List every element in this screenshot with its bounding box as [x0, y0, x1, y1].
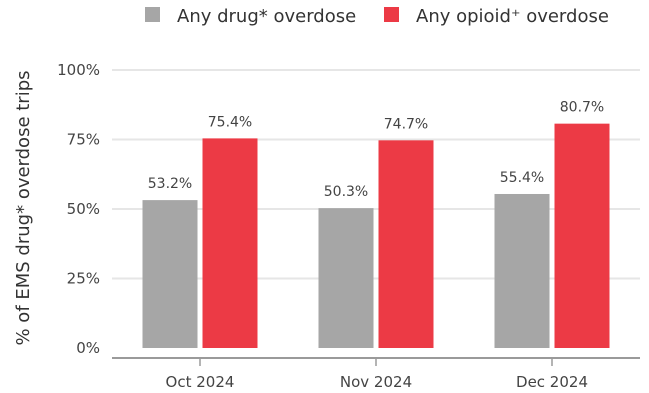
y-axis-ticks: 0% 25% 50% 75% 100% — [57, 61, 100, 357]
legend: Any drug* overdose Any opioid⁺ overdose — [145, 6, 609, 27]
y-axis-label: % of EMS drug* overdose trips — [13, 70, 34, 345]
legend-label: Any drug* overdose — [177, 6, 356, 27]
y-tick-label: 0% — [76, 339, 100, 357]
legend-swatch — [384, 7, 399, 22]
x-tick-label: Oct 2024 — [166, 373, 235, 391]
y-tick-label: 50% — [67, 200, 100, 218]
x-tick-label: Dec 2024 — [516, 373, 588, 391]
bar-value-label: 53.2% — [148, 176, 192, 192]
bar-value-label: 55.4% — [500, 170, 544, 186]
bar — [494, 193, 550, 348]
bar-value-label: 50.3% — [324, 184, 368, 200]
bar — [142, 200, 198, 348]
bars — [142, 123, 610, 349]
legend-swatch — [145, 7, 160, 22]
bar-value-labels: 53.2% 75.4% 50.3% 74.7% 55.4% 80.7% — [148, 100, 604, 201]
y-tick-label: 75% — [67, 131, 100, 149]
x-tick-label: Nov 2024 — [340, 373, 412, 391]
gridlines — [112, 69, 640, 280]
bar — [378, 140, 434, 348]
bar-value-label: 75.4% — [208, 114, 252, 130]
bar — [202, 138, 258, 348]
x-axis-ticks: Oct 2024 Nov 2024 Dec 2024 — [166, 358, 588, 391]
bar-value-label: 74.7% — [384, 116, 428, 132]
bar-value-label: 80.7% — [560, 100, 604, 116]
bar — [318, 208, 374, 348]
bar — [554, 123, 610, 349]
legend-label: Any opioid⁺ overdose — [416, 6, 609, 27]
y-tick-label: 100% — [57, 61, 100, 79]
y-tick-label: 25% — [67, 270, 100, 288]
